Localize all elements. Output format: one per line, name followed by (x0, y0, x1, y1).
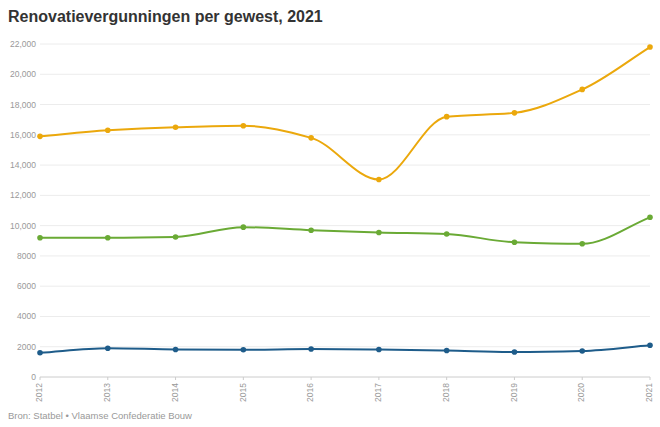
grid-line (40, 225, 650, 226)
series-line (40, 47, 650, 179)
grid-line (40, 377, 650, 378)
point (37, 350, 43, 356)
y-tick-label: 4000 (17, 311, 36, 321)
point (647, 215, 653, 221)
y-tick-label: 0 (31, 372, 36, 382)
point (173, 347, 179, 353)
point (37, 134, 43, 140)
point (105, 345, 111, 351)
y-tick-label: 16,000 (10, 130, 36, 140)
x-tick-label: 2016 (305, 383, 315, 402)
point (579, 87, 585, 93)
point (579, 241, 585, 247)
y-tick-label: 18,000 (10, 100, 36, 110)
point (308, 227, 314, 233)
y-tick-label: 10,000 (10, 221, 36, 231)
point (444, 114, 450, 120)
y-tick-label: 20,000 (10, 69, 36, 79)
grid-line (40, 346, 650, 347)
x-tick-label: 2017 (373, 383, 383, 402)
point (308, 135, 314, 141)
y-tick-label: 12,000 (10, 190, 36, 200)
point (241, 347, 247, 353)
point (376, 177, 382, 183)
y-tick-label: 8000 (17, 251, 36, 261)
x-tick (107, 377, 108, 380)
series-line (40, 345, 650, 353)
y-tick-label: 14,000 (10, 160, 36, 170)
x-tick-label: 2019 (509, 383, 519, 402)
x-tick (378, 377, 379, 380)
x-tick (650, 377, 651, 380)
grid-line (40, 316, 650, 317)
title: Renovatievergunningen per gewest, 2021 (8, 8, 323, 25)
point (308, 346, 314, 352)
grid-line (40, 255, 650, 256)
point (173, 234, 179, 240)
point (173, 124, 179, 130)
grid-line (40, 44, 650, 45)
point (241, 224, 247, 230)
x-tick-label: 2020 (576, 383, 586, 402)
x-tick (582, 377, 583, 380)
grid-line (40, 286, 650, 287)
y-tick-label: 22,000 (10, 39, 36, 49)
source: Bron: Statbel • Vlaamse Confederatie Bou… (8, 410, 192, 421)
point (647, 342, 653, 348)
grid-line (40, 165, 650, 166)
point (579, 348, 585, 354)
grid-line (40, 195, 650, 196)
point (512, 349, 518, 355)
x-tick (311, 377, 312, 380)
point (444, 231, 450, 237)
point (37, 235, 43, 241)
x-tick (514, 377, 515, 380)
x-tick (40, 377, 41, 380)
point (105, 235, 111, 241)
plot-area (37, 44, 653, 355)
point (376, 230, 382, 236)
x-tick-label: 2012 (34, 383, 44, 402)
y-tick-label: 2000 (17, 342, 36, 352)
point (105, 127, 111, 133)
grid-line (40, 104, 650, 105)
chart: Renovatievergunningen per gewest, 202102… (0, 0, 660, 427)
x-tick-label: 2013 (102, 383, 112, 402)
x-tick (175, 377, 176, 380)
x-tick-label: 2014 (170, 383, 180, 402)
grid-line (40, 134, 650, 135)
point (512, 239, 518, 245)
point (376, 347, 382, 353)
point (241, 123, 247, 129)
x-tick (243, 377, 244, 380)
x-tick-label: 2015 (238, 383, 248, 402)
point (512, 110, 518, 116)
grid-line (40, 74, 650, 75)
x-tick-label: 2018 (441, 383, 451, 402)
series-line (40, 217, 650, 243)
point (647, 44, 653, 50)
y-tick-label: 6000 (17, 281, 36, 291)
point (444, 348, 450, 354)
x-tick-label: 2021 (644, 383, 654, 402)
x-tick (446, 377, 447, 380)
